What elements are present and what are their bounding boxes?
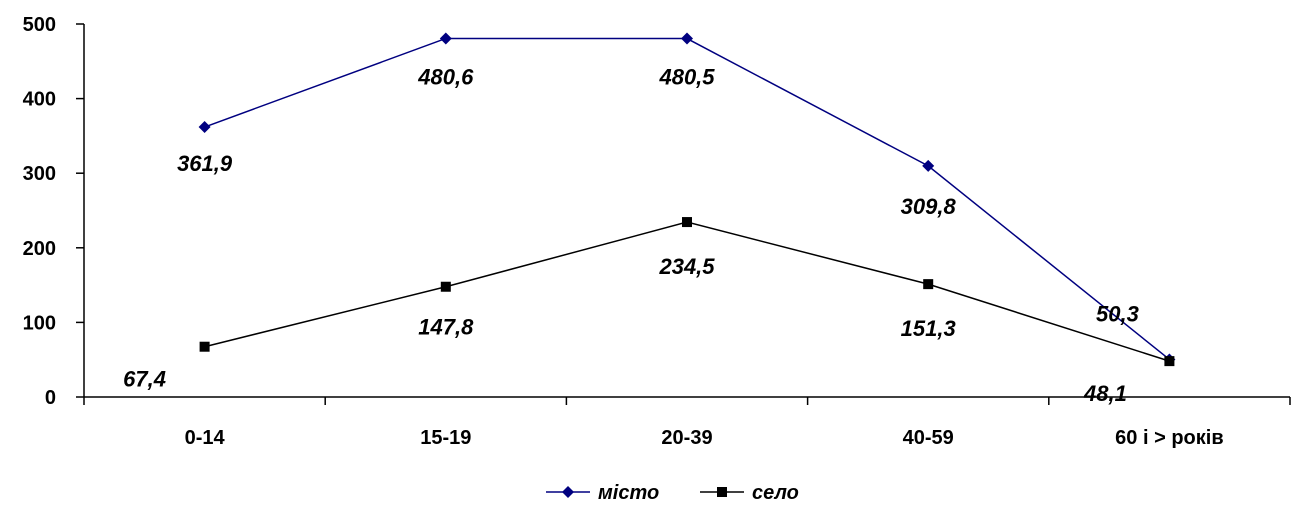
y-tick-label: 500 [23, 14, 56, 36]
data-point-marker [440, 281, 451, 292]
data-label: 234,5 [658, 254, 715, 279]
y-tick-label: 100 [23, 312, 56, 334]
tick-labels: 0 100 200 300 400 500 0-14 15-19 20-39 40-59 60 і … [23, 14, 1224, 449]
legend-label: місто [598, 482, 659, 504]
data-point-marker [681, 32, 693, 45]
y-tick-label: 400 [23, 89, 56, 111]
data-point-marker [923, 279, 934, 290]
data-label: 50,3 [1096, 301, 1139, 326]
data-point-marker [682, 217, 692, 228]
data-labels: 361,9 480,6 480,5 309,8 50,3 67,4 147,8 234,5 15… [123, 64, 1139, 406]
data-label: 361,9 [177, 151, 233, 176]
data-label: 480,5 [658, 65, 715, 90]
data-point-marker [198, 121, 211, 134]
data-label: 48,1 [1083, 381, 1127, 406]
data-label: 147,8 [418, 315, 474, 340]
x-tick-label: 0-14 [185, 427, 226, 449]
data-label: 151,3 [901, 316, 956, 341]
legend-marker [717, 487, 727, 497]
axes [76, 23, 1291, 405]
y-tick-label: 300 [23, 163, 56, 185]
y-tick-label: 200 [23, 238, 56, 260]
data-point-marker [922, 159, 935, 172]
data-label: 309,8 [901, 194, 957, 219]
x-tick-label: 15-19 [420, 427, 471, 449]
data-point-marker [199, 341, 210, 352]
x-tick-label: 60 і > років [1115, 427, 1223, 449]
series-layer [198, 32, 1176, 367]
data-label: 67,4 [123, 367, 166, 392]
data-label: 480,6 [417, 64, 474, 89]
legend: місто село [546, 482, 799, 504]
y-tick-label: 0 [45, 387, 56, 409]
x-tick-label: 20-39 [661, 427, 712, 449]
data-point-marker [439, 32, 452, 45]
legend-marker [562, 486, 574, 498]
x-tick-label: 40-59 [903, 427, 954, 449]
legend-label: село [752, 482, 799, 504]
data-point-marker [1164, 356, 1175, 367]
